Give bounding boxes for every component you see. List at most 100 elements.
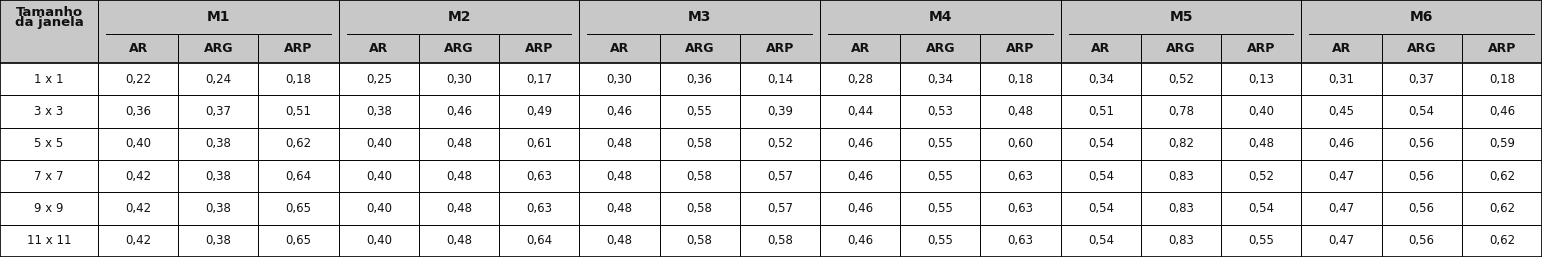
Text: ARP: ARP [1247,42,1275,55]
Text: 0,48: 0,48 [446,234,472,247]
Text: 0,40: 0,40 [125,137,151,150]
Text: 0,48: 0,48 [446,137,472,150]
Bar [0,33,1542,63]
Text: ARP: ARP [766,42,794,55]
Text: 0,52: 0,52 [1247,170,1274,183]
Text: 0,48: 0,48 [606,170,632,183]
Text: M6: M6 [1409,10,1434,24]
Text: 0,55: 0,55 [686,105,712,118]
Text: 0,54: 0,54 [1087,170,1113,183]
Text: 0,54: 0,54 [1087,234,1113,247]
Text: 0,58: 0,58 [686,234,712,247]
Text: ARG: ARG [1166,42,1195,55]
Text: 0,39: 0,39 [766,105,793,118]
Text: 0,52: 0,52 [766,137,793,150]
Text: 0,47: 0,47 [1328,170,1354,183]
Text: 0,34: 0,34 [1087,73,1113,86]
Text: 0,55: 0,55 [927,202,953,215]
Text: M3: M3 [688,10,711,24]
Text: 0,28: 0,28 [847,73,873,86]
Text: 0,63: 0,63 [526,202,552,215]
Text: 0,59: 0,59 [1490,137,1514,150]
Text: 0,46: 0,46 [847,137,873,150]
Text: 0,56: 0,56 [1409,137,1434,150]
Text: 0,64: 0,64 [526,234,552,247]
Text: 0,37: 0,37 [205,105,231,118]
Text: 0,83: 0,83 [1167,202,1194,215]
Text: ARG: ARG [444,42,473,55]
Text: 0,65: 0,65 [285,202,311,215]
Text: 0,44: 0,44 [847,105,873,118]
Text: 0,54: 0,54 [1247,202,1274,215]
Text: 0,38: 0,38 [205,170,231,183]
Text: 0,40: 0,40 [365,202,392,215]
Text: 0,40: 0,40 [365,137,392,150]
Text: 0,36: 0,36 [125,105,151,118]
Text: 0,62: 0,62 [1490,202,1514,215]
Text: 0,48: 0,48 [446,202,472,215]
Text: 0,61: 0,61 [526,137,552,150]
Text: 0,58: 0,58 [766,234,793,247]
Text: AR: AR [1332,42,1351,55]
Text: 0,46: 0,46 [847,170,873,183]
Bar [0,0,1542,33]
Text: 0,22: 0,22 [125,73,151,86]
Text: AR: AR [851,42,870,55]
Text: 0,13: 0,13 [1247,73,1274,86]
Text: 0,18: 0,18 [1490,73,1514,86]
Text: 3 x 3: 3 x 3 [34,105,63,118]
Text: 0,55: 0,55 [927,170,953,183]
Text: 0,30: 0,30 [606,73,632,86]
Text: M1: M1 [207,10,230,24]
Text: 0,46: 0,46 [446,105,472,118]
Text: 0,55: 0,55 [1249,234,1274,247]
Text: ARP: ARP [284,42,313,55]
Text: 0,48: 0,48 [1007,105,1033,118]
Text: 0,48: 0,48 [446,170,472,183]
Text: 0,24: 0,24 [205,73,231,86]
Text: 0,42: 0,42 [125,170,151,183]
Text: 0,46: 0,46 [847,202,873,215]
Text: 0,51: 0,51 [1087,105,1113,118]
Text: 1 x 1: 1 x 1 [34,73,63,86]
Text: 0,57: 0,57 [766,170,793,183]
Text: 0,83: 0,83 [1167,234,1194,247]
Text: 0,56: 0,56 [1409,170,1434,183]
Text: 0,56: 0,56 [1409,234,1434,247]
Text: 0,64: 0,64 [285,170,311,183]
Text: 0,17: 0,17 [526,73,552,86]
Text: 0,62: 0,62 [1490,234,1514,247]
Text: 0,48: 0,48 [606,234,632,247]
Text: 0,60: 0,60 [1007,137,1033,150]
Text: ARP: ARP [1007,42,1035,55]
Text: 0,40: 0,40 [365,234,392,247]
Text: 0,14: 0,14 [766,73,793,86]
Text: 0,36: 0,36 [686,73,712,86]
Text: 0,25: 0,25 [365,73,392,86]
Text: 0,40: 0,40 [1247,105,1274,118]
Text: 0,54: 0,54 [1087,202,1113,215]
Text: 0,82: 0,82 [1167,137,1194,150]
Text: 0,58: 0,58 [686,170,712,183]
Text: ARG: ARG [925,42,954,55]
Text: AR: AR [369,42,389,55]
Text: 0,54: 0,54 [1409,105,1434,118]
Text: M4: M4 [928,10,951,24]
Text: 0,49: 0,49 [526,105,552,118]
Text: 0,63: 0,63 [1007,170,1033,183]
Text: 0,48: 0,48 [1247,137,1274,150]
Text: 0,46: 0,46 [1490,105,1514,118]
Text: AR: AR [609,42,629,55]
Text: 0,63: 0,63 [1007,202,1033,215]
Text: 0,47: 0,47 [1328,202,1354,215]
Text: 5 x 5: 5 x 5 [34,137,63,150]
Text: 0,31: 0,31 [1329,73,1354,86]
Text: 0,46: 0,46 [606,105,632,118]
Text: 0,83: 0,83 [1167,170,1194,183]
Text: 11 x 11: 11 x 11 [26,234,71,247]
Text: 0,53: 0,53 [927,105,953,118]
Text: 0,45: 0,45 [1329,105,1354,118]
Text: 0,58: 0,58 [686,137,712,150]
Text: 0,63: 0,63 [1007,234,1033,247]
Text: 0,34: 0,34 [927,73,953,86]
